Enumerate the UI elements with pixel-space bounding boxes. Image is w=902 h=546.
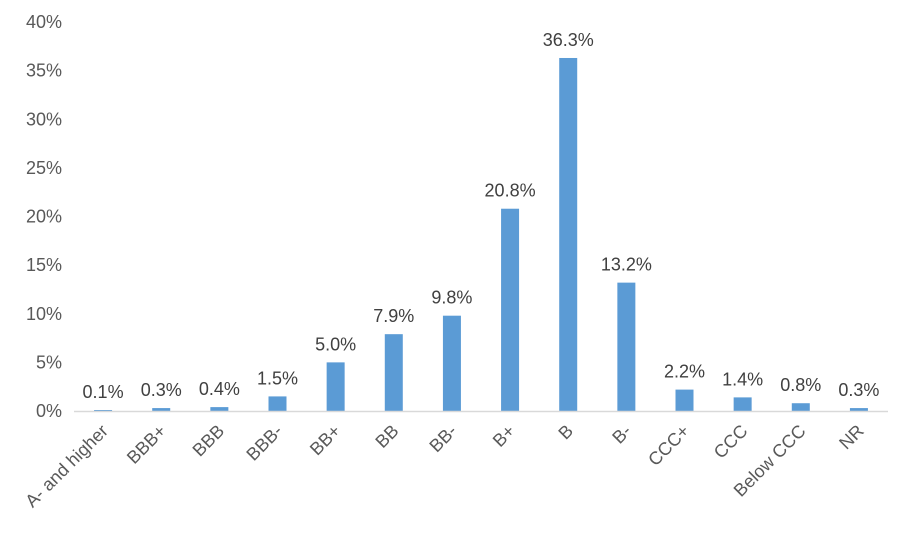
category-label: B [554,421,577,444]
data-label: 13.2% [601,255,652,275]
data-label: 36.3% [543,30,594,50]
data-label: 0.1% [83,382,124,402]
y-tick-label: 35% [26,61,62,81]
category-label: B- [608,421,635,448]
data-label: 1.5% [257,368,298,388]
category-label: CCC [710,421,752,463]
y-tick-label: 20% [26,207,62,227]
bar [501,208,520,411]
category-label: A- and higher [21,421,112,512]
y-tick-label: 5% [36,352,62,372]
y-tick-label: 15% [26,255,62,275]
category-label: B+ [489,421,519,451]
data-label: 0.8% [780,375,821,395]
x-axis: A- and higher BBB+ BBB BBB- BB+ BB BB- B+ B B- CCC… [21,410,888,512]
data-label: 0.3% [838,380,879,400]
category-label: BB [371,421,402,452]
bars-group: 0.1% 0.3% 0.4% 1.5% 5.0% 7.9% 9.8% 20.8% 36.3% 13… [83,30,879,412]
data-label: 9.8% [431,288,472,308]
category-label: NR [835,421,868,454]
bar [268,396,287,411]
bar [326,362,345,411]
bar [733,397,752,411]
category-label: BB+ [306,421,345,460]
bar [384,334,403,411]
bar [617,282,636,411]
y-tick-label: 10% [26,304,62,324]
category-label: BBB- [242,421,286,465]
y-tick-label: 25% [26,158,62,178]
data-label: 0.3% [141,380,182,400]
category-label: BBB [189,421,229,461]
y-tick-label: 30% [26,109,62,129]
bar [442,315,461,411]
y-tick-label: 40% [26,12,62,32]
category-label: CCC+ [644,421,693,470]
y-axis: 0% 5% 10% 15% 20% 25% 30% 35% 40% [26,12,62,421]
bar [559,57,578,412]
y-tick-label: 0% [36,401,62,421]
data-label: 20.8% [485,181,536,201]
bar [94,410,113,411]
bar [791,403,810,411]
data-label: 7.9% [373,306,414,326]
data-label: 5.0% [315,334,356,354]
category-label: BB- [425,421,460,456]
data-label: 0.4% [199,379,240,399]
bar [152,408,171,411]
bar [849,408,868,411]
data-label: 2.2% [664,362,705,382]
category-label: BBB+ [123,421,170,468]
bar [210,407,229,411]
bar [675,389,694,411]
data-label: 1.4% [722,369,763,389]
